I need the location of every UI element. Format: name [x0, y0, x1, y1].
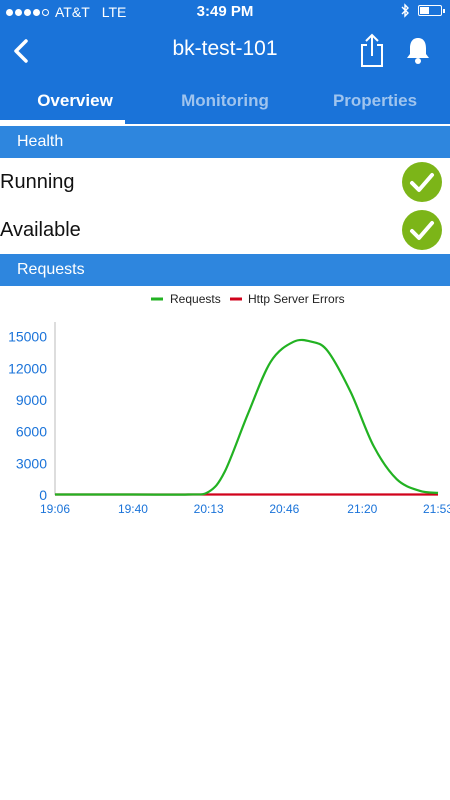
- status-right: [401, 3, 445, 18]
- y-tick-label: 12000: [8, 360, 47, 376]
- carrier-label: AT&T: [55, 4, 90, 20]
- legend-label: Http Server Errors: [248, 292, 345, 306]
- check-circle-icon: [402, 210, 442, 250]
- tab-monitoring-label: Monitoring: [181, 91, 269, 110]
- x-tick-label: 19:40: [118, 502, 148, 516]
- back-button[interactable]: [6, 34, 36, 68]
- requests-chart: 0 3000 6000 9000 12000 15000 19:06 19:40 20:13 20…: [8, 292, 450, 516]
- tab-properties[interactable]: Properties: [300, 78, 450, 124]
- y-tick-label: 9000: [16, 392, 47, 408]
- nav-bar: bk-test-101: [0, 24, 450, 78]
- tab-monitoring[interactable]: Monitoring: [150, 78, 300, 124]
- x-tick-label: 21:53: [423, 502, 450, 516]
- notifications-button[interactable]: [402, 34, 434, 66]
- health-row-running[interactable]: Running: [0, 158, 450, 206]
- legend-label: Requests: [170, 292, 221, 306]
- network-label: LTE: [101, 4, 127, 20]
- health-label-available: Available: [0, 219, 81, 241]
- share-button[interactable]: [356, 32, 388, 68]
- x-tick-label: 20:46: [269, 502, 299, 516]
- health-label-running: Running: [0, 171, 75, 193]
- y-tick-label: 15000: [8, 329, 47, 345]
- series-line-requests: [54, 338, 439, 496]
- status-left: AT&T LTE: [6, 4, 126, 20]
- battery-icon: [418, 5, 445, 16]
- y-tick-label: 3000: [16, 455, 47, 471]
- y-tick-label: 0: [39, 487, 47, 503]
- x-tick-label: 19:06: [40, 502, 70, 516]
- health-section-header: Health: [0, 126, 450, 158]
- bluetooth-icon: [401, 3, 409, 18]
- y-tick-label: 6000: [16, 424, 47, 440]
- status-time: 3:49 PM: [196, 3, 254, 20]
- tab-bar: Overview Monitoring Properties: [0, 78, 450, 124]
- tab-properties-label: Properties: [332, 91, 418, 110]
- page-title: bk-test-101: [172, 37, 278, 60]
- check-circle-icon: [402, 162, 442, 202]
- x-tick-label: 21:20: [347, 502, 377, 516]
- bell-icon: [407, 38, 429, 64]
- x-tick-label: 20:13: [194, 502, 224, 516]
- status-bar: AT&T LTE 3:49 PM: [0, 0, 450, 24]
- health-row-available[interactable]: Available: [0, 206, 450, 254]
- tab-overview-label: Overview: [37, 91, 113, 110]
- share-icon: [361, 33, 383, 67]
- chevron-left-icon: [14, 39, 28, 63]
- active-tab-indicator: [0, 120, 125, 124]
- requests-section-header: Requests: [0, 254, 450, 286]
- signal-strength-icon: [6, 8, 49, 16]
- tab-overview[interactable]: Overview: [0, 78, 150, 124]
